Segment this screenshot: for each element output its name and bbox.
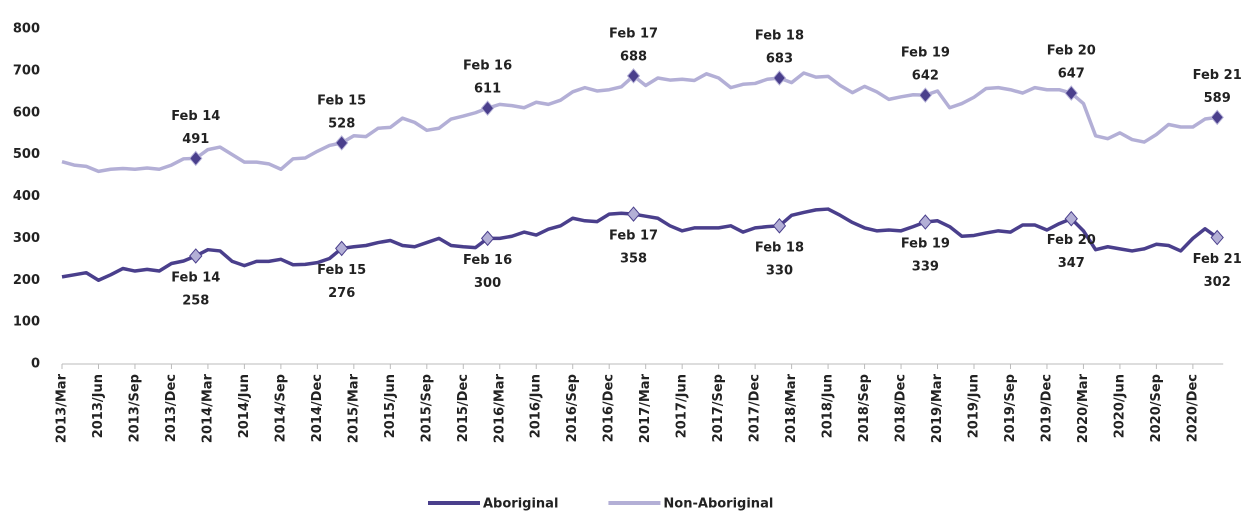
point-value: 647 — [1058, 67, 1085, 82]
marker — [335, 240, 349, 257]
marker — [1064, 85, 1078, 101]
legend-label: Non-Aboriginal — [663, 497, 773, 512]
y-tick-label: 500 — [13, 147, 40, 162]
marker — [918, 214, 933, 230]
marker — [772, 70, 787, 86]
point-label: Feb 18 — [755, 28, 804, 43]
x-tick-label: 2014/Dec — [310, 374, 325, 442]
y-tick-label: 400 — [13, 189, 40, 204]
x-tick-label: 2019/Sep — [1003, 374, 1018, 442]
y-tick-label: 200 — [13, 273, 40, 288]
x-tick-label: 2014/Sep — [273, 374, 288, 442]
point-value: 491 — [182, 132, 209, 147]
x-tick-label: 2019/Mar — [930, 373, 945, 443]
x-tick-label: 2013/Sep — [127, 374, 142, 442]
point-value: 302 — [1204, 275, 1231, 290]
point-label: Feb 21 — [1193, 252, 1242, 267]
point-label: Feb 20 — [1047, 44, 1096, 59]
marker — [1064, 210, 1078, 227]
x-tick-label: 2018/Dec — [894, 374, 909, 442]
point-label: Feb 18 — [755, 240, 804, 255]
x-tick-label: 2016/Mar — [492, 373, 507, 443]
point-value: 642 — [912, 69, 939, 84]
point-label: Feb 14 — [171, 270, 220, 285]
x-tick-label: 2015/Mar — [346, 373, 361, 443]
point-label: Feb 17 — [609, 229, 658, 244]
point-value: 589 — [1204, 91, 1231, 106]
marker — [189, 150, 203, 167]
x-tick-label: 2016/Jun — [529, 374, 544, 438]
x-tick-label: 2020/Sep — [1149, 374, 1164, 442]
x-tick-label: 2014/Mar — [200, 373, 215, 443]
x-tick-label: 2013/Dec — [164, 374, 179, 442]
series-line — [61, 71, 1218, 174]
marker — [1210, 109, 1224, 126]
point-value: 358 — [620, 252, 647, 267]
point-label: Feb 19 — [901, 237, 950, 252]
x-tick-label: 2016/Sep — [565, 374, 580, 442]
marker — [335, 135, 349, 151]
x-tick-label: 2015/Sep — [419, 374, 434, 442]
x-tick-label: 2018/Mar — [784, 373, 799, 443]
marker — [480, 100, 495, 116]
point-label: Feb 15 — [317, 93, 366, 108]
marker — [189, 248, 203, 264]
x-tick-label: 2016/Dec — [602, 374, 617, 442]
point-label: Feb 17 — [609, 26, 658, 41]
x-tick-label: 2014/Jun — [237, 374, 252, 438]
marker — [1210, 229, 1224, 246]
x-tick-label: 2017/Mar — [638, 373, 653, 443]
point-value: 347 — [1058, 256, 1085, 271]
y-tick-label: 0 — [31, 357, 40, 372]
marker — [626, 206, 641, 222]
x-tick-label: 2013/Mar — [55, 373, 70, 443]
marker — [918, 87, 933, 103]
legend-label: Aboriginal — [483, 497, 558, 512]
point-value: 339 — [912, 260, 939, 275]
x-tick-label: 2019/Dec — [1039, 374, 1054, 442]
point-value: 300 — [474, 276, 501, 291]
x-tick-label: 2020/Dec — [1185, 374, 1200, 442]
point-label: Feb 14 — [171, 109, 220, 124]
y-tick-label: 600 — [13, 105, 40, 120]
point-value: 276 — [328, 286, 355, 301]
point-value: 611 — [474, 82, 501, 97]
point-label: Feb 19 — [901, 46, 950, 61]
y-tick-label: 100 — [13, 315, 40, 330]
point-value: 688 — [620, 49, 647, 64]
marker — [626, 68, 641, 84]
x-tick-label: 2020/Jun — [1112, 374, 1127, 438]
x-tick-label: 2015/Jun — [383, 374, 398, 438]
x-tick-label: 2018/Sep — [857, 374, 872, 442]
point-value: 258 — [182, 293, 209, 308]
x-tick-label: 2020/Mar — [1076, 373, 1091, 443]
x-tick-label: 2017/Jun — [675, 374, 690, 438]
point-label: Feb 20 — [1047, 233, 1096, 248]
y-tick-label: 300 — [13, 231, 40, 246]
point-value: 330 — [766, 263, 793, 278]
point-label: Feb 21 — [1193, 68, 1242, 83]
y-tick-label: 700 — [13, 63, 40, 78]
marker — [480, 230, 495, 247]
marker — [772, 218, 787, 234]
x-tick-label: 2018/Jun — [821, 374, 836, 438]
point-value: 683 — [766, 51, 793, 66]
point-label: Feb 15 — [317, 263, 366, 278]
point-value: 528 — [328, 116, 355, 131]
x-tick-label: 2017/Dec — [748, 374, 763, 442]
x-tick-label: 2015/Dec — [456, 374, 471, 442]
y-tick-label: 800 — [13, 22, 40, 37]
x-tick-label: 2019/Jun — [967, 374, 982, 438]
point-label: Feb 16 — [463, 59, 512, 74]
x-tick-label: 2013/Jun — [91, 374, 106, 438]
series-line — [61, 207, 1219, 282]
x-tick-label: 2017/Sep — [711, 374, 726, 442]
point-label: Feb 16 — [463, 253, 512, 268]
